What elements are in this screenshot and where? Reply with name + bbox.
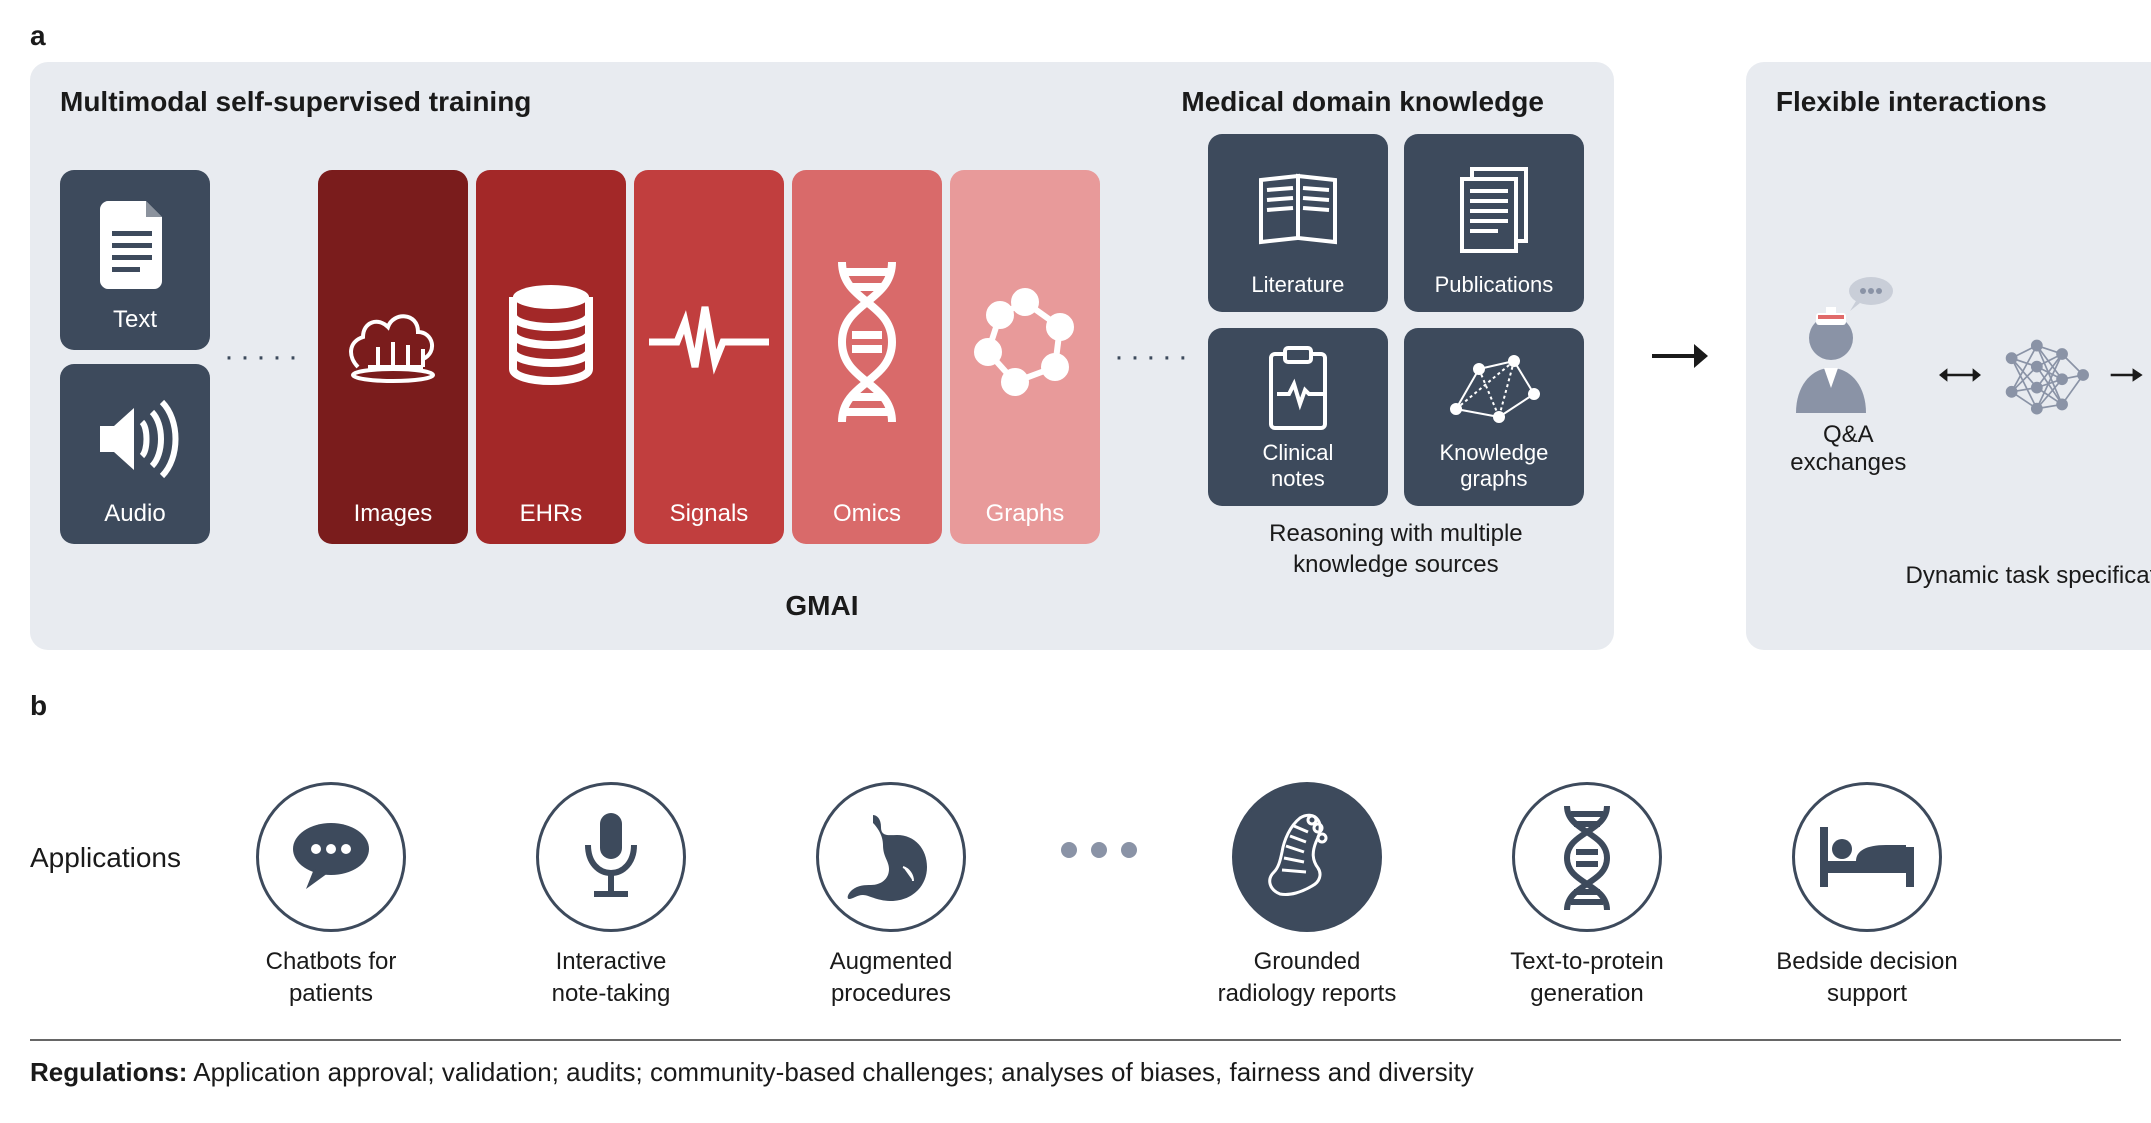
knowledge-grid: Literature Publications Clinical notes [1208, 134, 1584, 506]
knowledge-block: Literature Publications Clinical notes [1208, 134, 1584, 580]
publications-icon [1454, 144, 1534, 272]
app-radiology-label: Grounded radiology reports [1218, 946, 1397, 1008]
card-images-label: Images [354, 500, 433, 528]
arrow-to-flex [1644, 62, 1716, 650]
app-bedside: Bedside decision support [1757, 782, 1977, 1008]
app-notetaking: Interactive note-taking [501, 782, 721, 1008]
app-chatbot: Chatbots for patients [221, 782, 441, 1008]
applications-title: Applications [30, 842, 181, 874]
images-icon [326, 184, 460, 500]
bidir-arrow-icon [1939, 363, 1981, 387]
apps-ellipsis [1061, 842, 1137, 858]
regulations-label: Regulations: [30, 1057, 187, 1087]
modality-row: Text Audio ····· Images [60, 134, 1584, 580]
regulations-line: Regulations: Application approval; valid… [30, 1057, 2121, 1088]
card-ehrs: EHRs [476, 170, 626, 544]
card-literature: Literature [1208, 134, 1388, 312]
knowledge-graphs-label: Knowledge graphs [1439, 440, 1548, 492]
app-protein-label: Text-to-protein generation [1510, 946, 1663, 1008]
qa-label: Q&A exchanges [1776, 421, 1921, 477]
card-publications: Publications [1404, 134, 1584, 312]
text-audio-stack: Text Audio [60, 170, 210, 544]
app-protein: Text-to-protein generation [1477, 782, 1697, 1008]
card-graphs-label: Graphs [986, 500, 1065, 528]
card-omics: Omics [792, 170, 942, 544]
knowledge-caption: Reasoning with multiple knowledge source… [1208, 518, 1584, 580]
doctor-icon [1776, 273, 1896, 413]
top-row: Multimodal self-supervised training Medi… [30, 62, 2121, 650]
gmai-panel: Multimodal self-supervised training Medi… [30, 62, 1614, 650]
neural-net-icon [1999, 320, 2092, 430]
doctor-block: Q&A exchanges [1776, 273, 1921, 477]
app-radiology: Grounded radiology reports [1197, 782, 1417, 1008]
graphs-icon [958, 184, 1092, 500]
card-ehrs-label: EHRs [520, 500, 583, 528]
literature-label: Literature [1251, 272, 1344, 298]
flex-footer: Dynamic task specification [1906, 560, 2151, 591]
card-knowledge-graphs: Knowledge graphs [1404, 328, 1584, 506]
gmai-label: GMAI [60, 590, 1584, 622]
card-signals: Signals [634, 170, 784, 544]
app-procedures-label: Augmented procedures [830, 946, 953, 1008]
audio-icon [68, 378, 202, 500]
dots-1: ····· [218, 340, 310, 374]
foot-xray-icon [1232, 782, 1382, 932]
card-audio-label: Audio [104, 500, 165, 528]
bottom-row: Applications Chatbots for patients Inter… [30, 782, 2121, 1008]
panel-label-a: a [30, 20, 2121, 52]
signals-icon [642, 184, 776, 500]
knowledge-graphs-icon [1444, 338, 1544, 440]
multimodal-title: Multimodal self-supervised training [60, 86, 531, 118]
app-procedures: Augmented procedures [781, 782, 1001, 1008]
knowledge-title: Medical domain knowledge [1181, 86, 1544, 118]
panel-label-b: b [30, 690, 47, 722]
divider [30, 1039, 2121, 1041]
qa-row: Q&A exchanges [1776, 214, 2151, 536]
card-text-label: Text [113, 306, 157, 334]
apps-row: Chatbots for patients Interactive note-t… [221, 782, 2121, 1008]
stomach-icon [816, 782, 966, 932]
card-images: Images [318, 170, 468, 544]
regulations-text: Application approval; validation; audits… [187, 1057, 1473, 1087]
app-chatbot-label: Chatbots for patients [266, 946, 397, 1008]
card-clinical-notes: Clinical notes [1208, 328, 1388, 506]
publications-label: Publications [1435, 272, 1554, 298]
arrow-icon [2109, 363, 2143, 387]
mic-icon [536, 782, 686, 932]
card-graphs: Graphs [950, 170, 1100, 544]
dots-2: ····· [1108, 340, 1200, 374]
card-signals-label: Signals [670, 500, 749, 528]
dna-icon [1512, 782, 1662, 932]
app-notetaking-label: Interactive note-taking [552, 946, 671, 1008]
card-omics-label: Omics [833, 500, 901, 528]
ehrs-icon [484, 184, 618, 500]
flex-panel: Flexible interactions Q&A exchanges [1746, 62, 2151, 650]
literature-icon [1253, 144, 1343, 272]
omics-icon [800, 184, 934, 500]
chatbot-icon [256, 782, 406, 932]
card-audio: Audio [60, 364, 210, 544]
clinical-notes-label: Clinical notes [1262, 440, 1333, 492]
bed-icon [1792, 782, 1942, 932]
clinical-notes-icon [1263, 338, 1333, 440]
flex-title: Flexible interactions [1776, 86, 2151, 118]
card-text: Text [60, 170, 210, 350]
text-icon [68, 184, 202, 306]
app-bedside-label: Bedside decision support [1776, 946, 1957, 1008]
